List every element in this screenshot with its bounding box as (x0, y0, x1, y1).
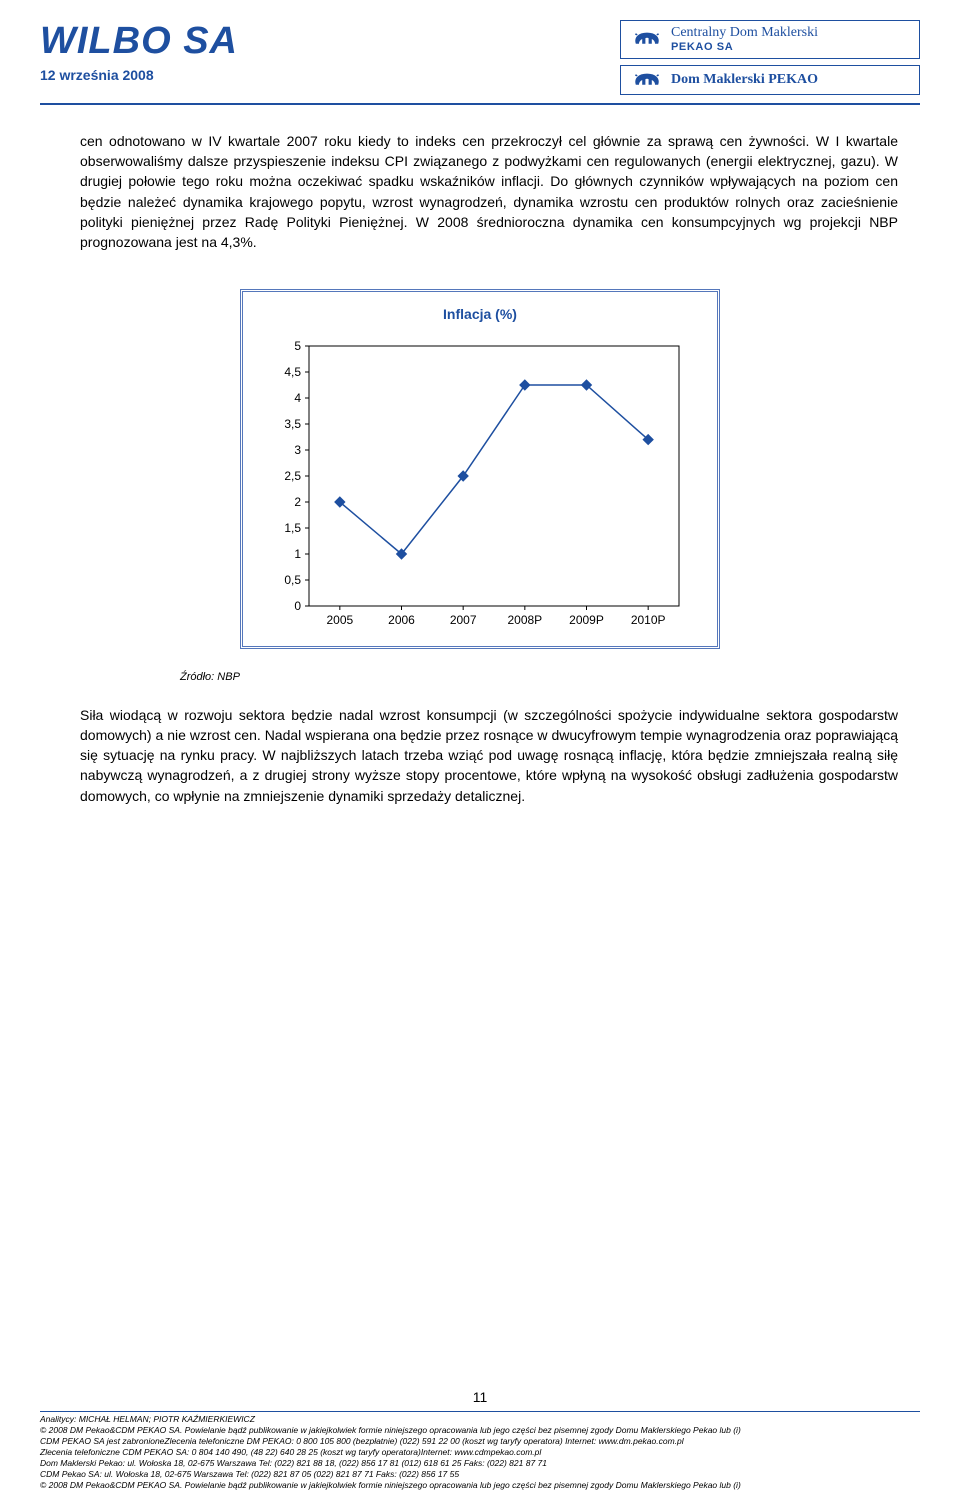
svg-text:0,5: 0,5 (284, 573, 301, 587)
footer-line: Zlecenia telefoniczne CDM PEKAO SA: 0 80… (40, 1447, 920, 1458)
footer: Analitycy: MICHAŁ HELMAN; PIOTR KAŹMIERK… (40, 1411, 920, 1491)
svg-text:3,5: 3,5 (284, 417, 301, 431)
footer-line: Dom Maklerski Pekao: ul. Wołoska 18, 02-… (40, 1458, 920, 1469)
logo-dm-pekao: Dom Maklerski PEKAO (620, 65, 920, 95)
logo-text: Centralny Dom Maklerski PEKAO SA (671, 25, 818, 54)
company-name: WILBO SA (40, 20, 620, 63)
bull-icon (631, 29, 663, 49)
svg-text:3: 3 (294, 443, 301, 457)
page-header: WILBO SA 12 września 2008 Centralny Dom … (40, 20, 920, 105)
footer-line: © 2008 DM Pekao&CDM PEKAO SA. Powielanie… (40, 1425, 920, 1436)
header-left: WILBO SA 12 września 2008 (40, 20, 620, 83)
bull-icon (631, 70, 663, 90)
report-date: 12 września 2008 (40, 67, 620, 83)
svg-text:1,5: 1,5 (284, 521, 301, 535)
svg-text:1: 1 (294, 547, 301, 561)
svg-text:5: 5 (294, 339, 301, 353)
chart-title: Inflacja (%) (257, 306, 703, 322)
footer-line: Analitycy: MICHAŁ HELMAN; PIOTR KAŹMIERK… (40, 1414, 920, 1425)
footer-line: © 2008 DM Pekao&CDM PEKAO SA. Powielanie… (40, 1480, 920, 1491)
svg-text:2: 2 (294, 495, 301, 509)
logo-cdm-pekao: Centralny Dom Maklerski PEKAO SA (620, 20, 920, 59)
chart-svg: 0 0,5 1 1,5 2 2,5 3 3,5 4 4,5 5 2005 2006 2007 2008P 20… (265, 336, 695, 636)
logo2-line1: Dom Maklerski PEKAO (671, 72, 818, 88)
svg-text:2,5: 2,5 (284, 469, 301, 483)
logo1-line2: PEKAO SA (671, 41, 818, 54)
paragraph-1: cen odnotowano w IV kwartale 2007 roku k… (40, 131, 920, 253)
svg-text:4,5: 4,5 (284, 365, 301, 379)
svg-text:2005: 2005 (326, 613, 353, 627)
footer-line: CDM Pekao SA: ul. Wołoska 18, 02-675 War… (40, 1469, 920, 1480)
svg-text:2006: 2006 (388, 613, 415, 627)
inflation-chart: Inflacja (%) 0 0,5 1 1,5 2 2,5 3 3,5 4 4,5 5 2005 20… (240, 289, 720, 649)
logo1-line1: Centralny Dom Maklerski (671, 25, 818, 41)
svg-text:2007: 2007 (450, 613, 477, 627)
svg-text:0: 0 (294, 599, 301, 613)
paragraph-2: Siła wiodącą w rozwoju sektora będzie na… (40, 705, 920, 806)
chart-source: Źródło: NBP (40, 671, 920, 683)
svg-text:2009P: 2009P (569, 613, 604, 627)
svg-text:4: 4 (294, 391, 301, 405)
header-right: Centralny Dom Maklerski PEKAO SA Dom Mak… (620, 20, 920, 95)
footer-line: CDM PEKAO SA jest zabronioneZlecenia tel… (40, 1436, 920, 1447)
svg-text:2008P: 2008P (507, 613, 542, 627)
svg-text:2010P: 2010P (631, 613, 666, 627)
page-number: 11 (40, 1359, 920, 1405)
